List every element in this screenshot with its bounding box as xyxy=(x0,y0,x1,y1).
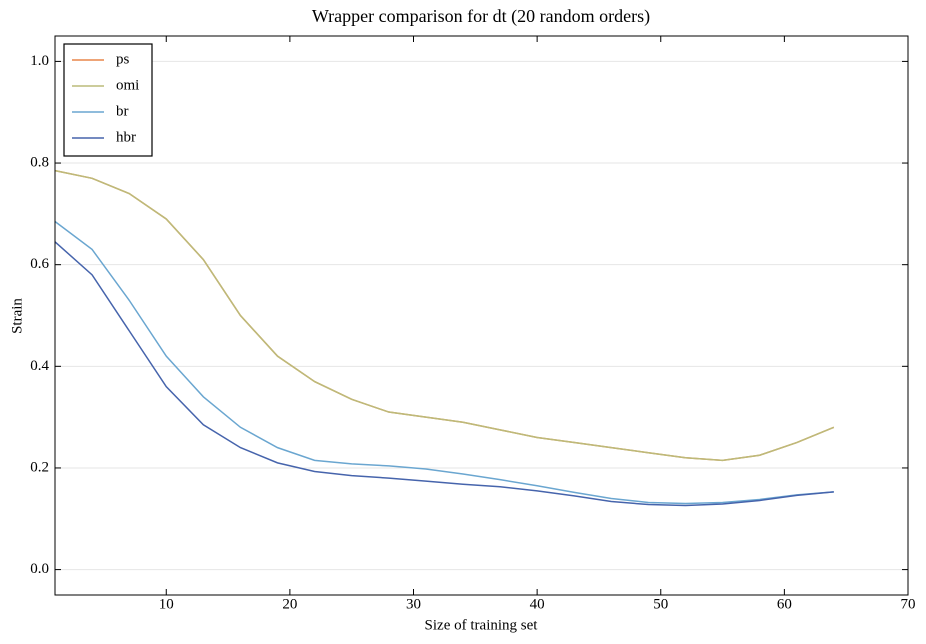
x-tick-label: 20 xyxy=(282,596,297,612)
y-tick-label: 0.6 xyxy=(30,256,49,272)
y-tick-label: 0.4 xyxy=(30,358,49,374)
legend-label: br xyxy=(116,103,129,119)
y-tick-label: 0.2 xyxy=(30,459,49,475)
y-tick-label: 0.0 xyxy=(30,561,49,577)
chart-title: Wrapper comparison for dt (20 random ord… xyxy=(312,6,650,27)
series-line xyxy=(54,241,834,507)
series-line xyxy=(54,169,835,462)
x-tick-label: 30 xyxy=(406,596,421,612)
x-tick-label: 50 xyxy=(653,596,668,612)
x-tick-label: 10 xyxy=(159,596,174,612)
y-tick-label: 0.8 xyxy=(30,154,49,170)
legend-label: ps xyxy=(116,51,130,67)
legend-label: hbr xyxy=(116,129,136,145)
legend-box xyxy=(63,43,153,157)
series-line xyxy=(54,220,834,505)
x-tick-label: 40 xyxy=(530,596,545,612)
x-tick-label: 70 xyxy=(901,596,916,612)
legend: ps omi br hbr xyxy=(63,43,153,157)
series-line xyxy=(54,169,835,462)
plot-frame xyxy=(54,35,909,596)
y-axis-label: Strain xyxy=(9,298,25,334)
x-tick-label: 60 xyxy=(777,596,792,612)
x-axis-label: Size of training set xyxy=(425,617,539,633)
legend-label: omi xyxy=(116,77,139,93)
y-tick-label: 1.0 xyxy=(30,53,49,69)
